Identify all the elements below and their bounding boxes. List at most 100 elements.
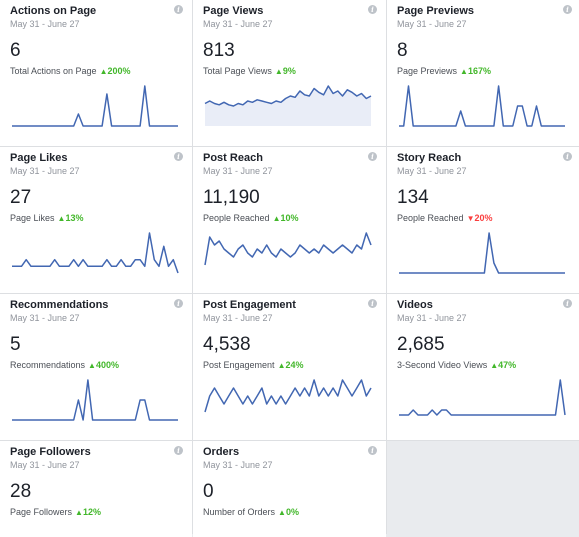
date-range: May 31 - June 27 — [397, 166, 467, 176]
card-title: Actions on Page — [10, 5, 97, 17]
sparkline-chart — [399, 379, 566, 416]
card-title: Page Views — [203, 5, 264, 17]
change-percent: 167% — [467, 66, 491, 76]
sparkline-series — [204, 232, 372, 266]
sublabel-text: People Reached — [203, 213, 270, 223]
change-percent: 20% — [474, 213, 493, 223]
metric-value: 2,685 — [397, 334, 445, 355]
date-range: May 31 - June 27 — [203, 166, 273, 176]
card-story-reach[interactable]: Story Reach i May 31 - June 27 134 Peopl… — [387, 147, 579, 293]
sparkline-chart — [399, 232, 565, 274]
metric-value: 6 — [10, 40, 21, 61]
triangle-up-icon: ▲ — [75, 508, 83, 517]
info-icon[interactable]: i — [174, 446, 183, 455]
triangle-up-icon: ▲ — [88, 361, 96, 370]
metric-sublabel: People Reached ▼20% — [397, 213, 493, 223]
sublabel-text: Page Followers — [10, 507, 73, 517]
triangle-up-icon: ▲ — [274, 67, 283, 76]
change-percent: 400% — [95, 360, 119, 370]
metric-value: 8 — [397, 40, 408, 61]
sparkline-chart — [12, 232, 179, 274]
date-range: May 31 - June 27 — [10, 19, 80, 29]
info-icon[interactable]: i — [563, 152, 572, 161]
info-icon[interactable]: i — [368, 5, 377, 14]
card-title: Page Previews — [397, 5, 475, 17]
card-post-engagement[interactable]: Post Engagement i May 31 - June 27 4,538… — [193, 294, 386, 440]
card-title: Orders — [203, 446, 240, 458]
card-page-views[interactable]: Page Views i May 31 - June 27 813 Total … — [193, 0, 386, 146]
card-videos[interactable]: Videos i May 31 - June 27 2,685 3-Second… — [387, 294, 579, 440]
date-range: May 31 - June 27 — [397, 313, 467, 323]
card-page-likes[interactable]: Page Likes i May 31 - June 27 27 Page Li… — [0, 147, 192, 293]
date-range: May 31 - June 27 — [203, 460, 273, 470]
sparkline-area — [205, 86, 371, 126]
change-percent: 12% — [82, 507, 101, 517]
metric-sublabel: Page Previews ▲167% — [397, 66, 491, 76]
change-percent: 0% — [285, 507, 299, 517]
metric-value: 27 — [10, 187, 32, 208]
change-percent: 24% — [285, 360, 304, 370]
metric-value: 134 — [397, 187, 429, 208]
info-icon[interactable]: i — [174, 299, 183, 308]
sublabel-text: Page Previews — [397, 66, 458, 76]
card-orders[interactable]: Orders i May 31 - June 27 0 Number of Or… — [193, 441, 386, 537]
card-title: Page Likes — [10, 152, 68, 164]
empty-cell — [387, 441, 579, 537]
card-recommendations[interactable]: Recommendations i May 31 - June 27 5 Rec… — [0, 294, 192, 440]
metric-sublabel: Number of Orders ▲0% — [203, 507, 299, 517]
sublabel-text: Page Likes — [10, 213, 55, 223]
card-title: Story Reach — [397, 152, 462, 164]
sparkline-chart — [204, 232, 372, 266]
date-range: May 31 - June 27 — [10, 313, 80, 323]
metric-value: 0 — [203, 481, 214, 502]
info-icon[interactable]: i — [174, 5, 183, 14]
info-icon[interactable]: i — [563, 5, 572, 14]
triangle-down-icon: ▼ — [466, 214, 475, 223]
triangle-up-icon: ▲ — [490, 361, 499, 370]
metric-sublabel: Post Engagement ▲24% — [203, 360, 304, 370]
metric-value: 5 — [10, 334, 21, 355]
sublabel-text: Post Engagement — [203, 360, 275, 370]
info-icon[interactable]: i — [368, 446, 377, 455]
sparkline-series — [399, 232, 565, 274]
metric-sublabel: People Reached ▲10% — [203, 213, 299, 223]
card-actions-on-page[interactable]: Actions on Page i May 31 - June 27 6 Tot… — [0, 0, 192, 146]
triangle-up-icon: ▲ — [278, 508, 286, 517]
card-page-followers[interactable]: Page Followers i May 31 - June 27 28 Pag… — [0, 441, 192, 537]
change-percent: 47% — [498, 360, 517, 370]
sublabel-text: Recommendations — [10, 360, 86, 370]
sparkline-series — [12, 232, 179, 274]
card-page-previews[interactable]: Page Previews i May 31 - June 27 8 Page … — [387, 0, 579, 146]
metric-value: 4,538 — [203, 334, 251, 355]
sparkline-series — [399, 85, 565, 127]
sparkline-chart — [12, 85, 178, 127]
card-title: Videos — [397, 299, 433, 311]
change-percent: 200% — [107, 66, 131, 76]
sparkline-chart — [399, 85, 565, 127]
info-icon[interactable]: i — [174, 152, 183, 161]
date-range: May 31 - June 27 — [397, 19, 467, 29]
metric-sublabel: Recommendations ▲400% — [10, 360, 119, 370]
card-post-reach[interactable]: Post Reach i May 31 - June 27 11,190 Peo… — [193, 147, 386, 293]
metric-sublabel: Total Actions on Page ▲200% — [10, 66, 131, 76]
triangle-up-icon: ▲ — [272, 214, 281, 223]
card-title: Page Followers — [10, 446, 91, 458]
sparkline-series — [204, 379, 372, 413]
change-percent: 10% — [280, 213, 299, 223]
card-title: Post Engagement — [203, 299, 296, 311]
info-icon[interactable]: i — [563, 299, 572, 308]
triangle-up-icon: ▲ — [277, 361, 286, 370]
sparkline-series — [399, 379, 566, 416]
info-icon[interactable]: i — [368, 152, 377, 161]
change-percent: 13% — [65, 213, 84, 223]
metric-sublabel: Total Page Views ▲9% — [203, 66, 296, 76]
sublabel-text: Total Page Views — [203, 66, 272, 76]
sublabel-text: Number of Orders — [203, 507, 276, 517]
card-title: Post Reach — [203, 152, 263, 164]
sparkline-chart — [204, 379, 372, 413]
info-icon[interactable]: i — [368, 299, 377, 308]
metric-sublabel: Page Followers ▲12% — [10, 507, 101, 517]
date-range: May 31 - June 27 — [10, 460, 80, 470]
sublabel-text: Total Actions on Page — [10, 66, 97, 76]
